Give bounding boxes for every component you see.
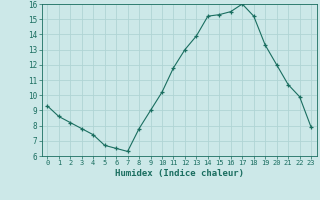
X-axis label: Humidex (Indice chaleur): Humidex (Indice chaleur) <box>115 169 244 178</box>
